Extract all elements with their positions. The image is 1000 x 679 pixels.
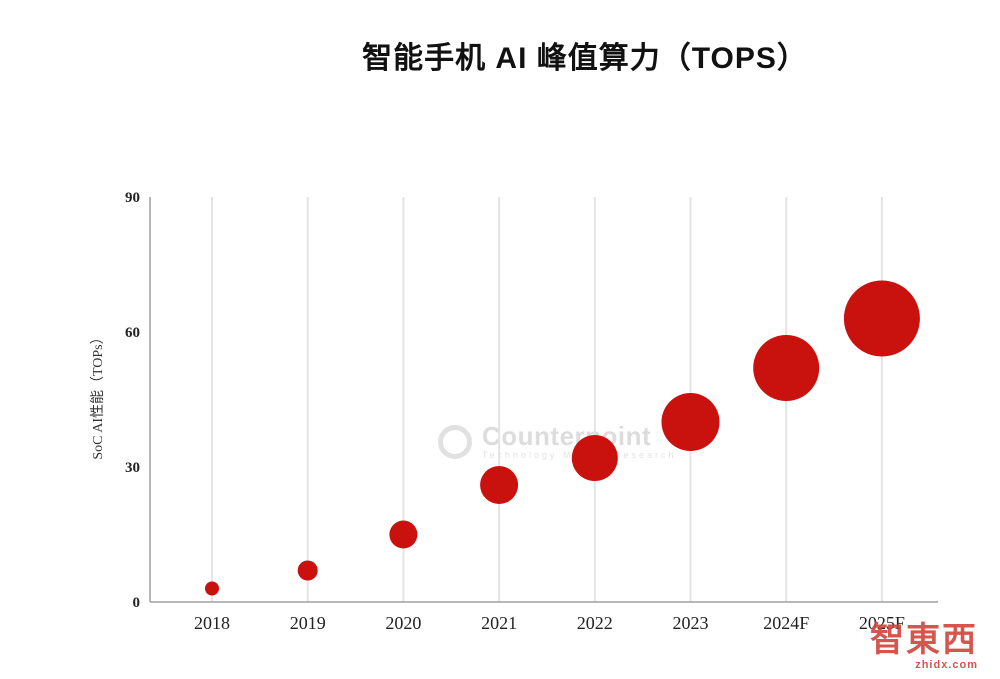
y-tick-label: 60 bbox=[125, 325, 140, 341]
bubble bbox=[571, 435, 618, 481]
bubble bbox=[661, 393, 720, 451]
zhidx-logo-text: 智東西 bbox=[870, 621, 978, 659]
bubble bbox=[843, 280, 920, 357]
y-tick-label: 30 bbox=[125, 460, 140, 476]
y-tick-label: 90 bbox=[125, 190, 140, 206]
x-tick-label: 2024F bbox=[763, 613, 809, 633]
y-tick-label: 0 bbox=[133, 595, 141, 611]
x-tick-label: 2022 bbox=[577, 613, 613, 633]
bubble bbox=[480, 466, 519, 504]
zhidx-logo-domain: zhidx.com bbox=[915, 659, 978, 671]
x-tick-label: 2020 bbox=[385, 613, 421, 633]
x-tick-label: 2023 bbox=[673, 613, 709, 633]
bubble bbox=[753, 335, 820, 401]
zhidx-logo: 智東西 zhidx.com bbox=[870, 623, 978, 671]
bubble bbox=[297, 560, 318, 581]
x-tick-label: 2019 bbox=[290, 613, 326, 633]
x-tick-label: 2018 bbox=[194, 613, 230, 633]
bubble bbox=[389, 520, 418, 549]
x-tick-label: 2021 bbox=[481, 613, 517, 633]
bubble bbox=[205, 581, 219, 596]
x-tick-label: 2025F bbox=[859, 613, 905, 633]
chart-title: 智能手机 AI 峰值算力（TOPS） bbox=[362, 42, 808, 75]
